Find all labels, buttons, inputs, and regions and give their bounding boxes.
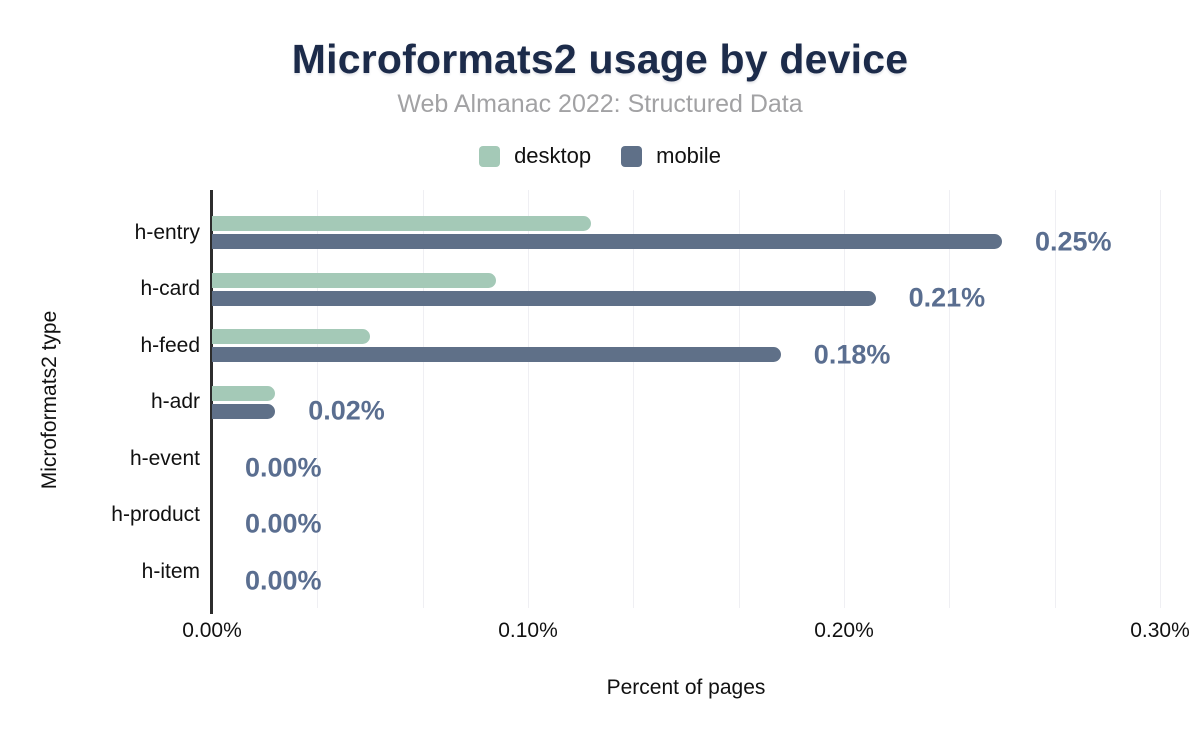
x-tick-labels: 0.00% 0.10% 0.20% 0.30%: [182, 619, 1190, 647]
bar-desktop-h-adr: [212, 385, 276, 401]
gridline: [949, 190, 951, 608]
category-labels-layer: h-entry h-card h-feed h-adr h-event h-product…: [0, 204, 200, 600]
bar-group-h-product: 0.00%: [212, 487, 1160, 544]
y-axis-line: [210, 190, 213, 614]
bar-mobile-h-entry: [212, 234, 1002, 249]
gridline: [422, 190, 424, 608]
gridline: [317, 190, 319, 608]
bar-group-h-entry: 0.25%: [212, 204, 1160, 261]
legend-item-mobile[interactable]: mobile: [621, 143, 721, 169]
value-label-h-entry: 0.25%: [1035, 226, 1112, 256]
category-label-h-feed: h-feed: [140, 333, 200, 357]
bar-mobile-h-adr: [212, 403, 276, 419]
category-label-h-entry: h-entry: [134, 220, 200, 244]
gridline: [528, 190, 529, 608]
x-axis-title: Percent of pages: [606, 676, 766, 699]
legend: desktop mobile: [0, 143, 1200, 169]
desktop-swatch: [479, 145, 501, 167]
bar-desktop-h-card: [212, 272, 497, 288]
chart-title: Microformats2 usage by device: [291, 36, 909, 82]
legend-item-desktop[interactable]: desktop: [479, 143, 591, 169]
bar-group-h-adr: 0.02%: [212, 374, 1160, 431]
category-label-h-adr: h-adr: [150, 390, 200, 414]
category-label-h-card: h-card: [140, 277, 200, 301]
value-label-h-item: 0.00%: [245, 565, 322, 596]
x-tick-0.00%: 0.00%: [182, 619, 242, 642]
x-tick-0.20%: 0.20%: [814, 619, 874, 642]
bar-mobile-h-feed: [212, 347, 781, 363]
category-label-h-product: h-product: [111, 503, 200, 527]
bar-group-h-item: 0.00%: [212, 543, 1160, 600]
value-label-h-card: 0.21%: [908, 282, 986, 313]
rows-layer: 0.25% 0.21% 0.18% 0.02% 0.00% 0.00% 0.00%: [212, 204, 1160, 600]
bar-group-h-feed: 0.18%: [212, 317, 1160, 374]
gridline: [633, 190, 635, 608]
bar-group-h-card: 0.21%: [212, 261, 1160, 318]
x-tick-0.10%: 0.10%: [498, 619, 558, 642]
chart-subtitle: Web Almanac 2022: Structured Data: [397, 90, 803, 118]
bar-group-h-event: 0.00%: [212, 430, 1160, 487]
gridline: [844, 190, 845, 608]
gridline: [1054, 190, 1056, 608]
gridline: [1160, 190, 1161, 608]
bar-desktop-h-entry: [212, 216, 592, 231]
x-tick-0.30%: 0.30%: [1130, 619, 1190, 642]
category-label-h-item: h-item: [141, 560, 200, 583]
legend-label-mobile: mobile: [656, 143, 721, 168]
bar-desktop-h-feed: [212, 329, 370, 345]
value-label-h-event: 0.00%: [245, 452, 322, 483]
gridlines-layer: [212, 190, 1161, 608]
value-label-h-feed: 0.18%: [813, 339, 891, 370]
bar-mobile-h-card: [212, 290, 876, 306]
legend-label-desktop: desktop: [514, 143, 592, 168]
value-label-h-adr: 0.02%: [308, 395, 385, 426]
category-label-h-event: h-event: [129, 446, 200, 470]
plot-area: 0.25% 0.21% 0.18% 0.02% 0.00% 0.00% 0.00%: [210, 190, 1161, 614]
gridline: [738, 190, 740, 608]
value-label-h-product: 0.00%: [245, 508, 322, 539]
mobile-swatch: [621, 145, 643, 167]
